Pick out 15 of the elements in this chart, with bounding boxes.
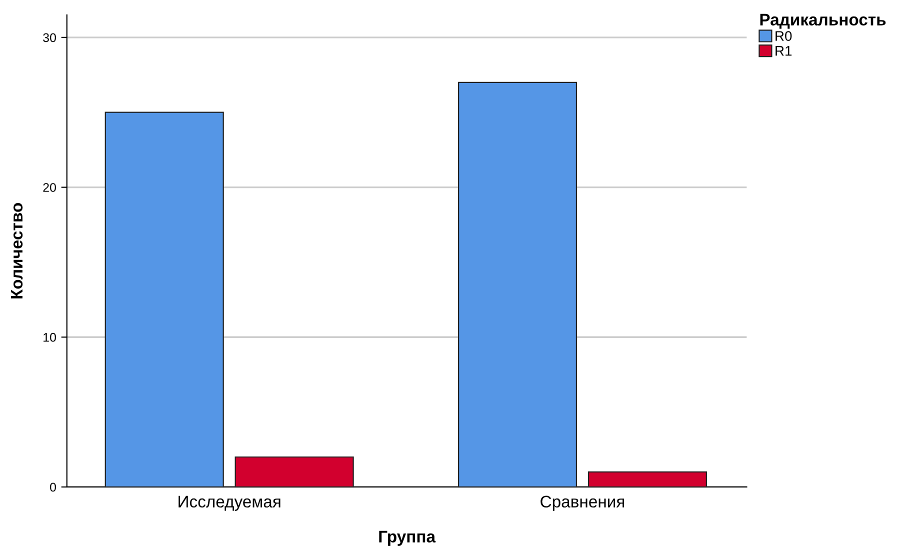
x-axis-title: Группа bbox=[379, 530, 436, 546]
bar bbox=[234, 456, 354, 487]
y-tick-label: 30 bbox=[43, 33, 56, 42]
bar bbox=[458, 82, 578, 487]
x-tick-label: Исследуемая bbox=[178, 496, 280, 511]
legend-title: Радикальность bbox=[760, 14, 886, 29]
y-tick-label: 20 bbox=[43, 183, 56, 192]
bar bbox=[588, 471, 707, 487]
x-tick-label: Сравнения bbox=[540, 496, 624, 511]
bar bbox=[104, 112, 224, 487]
y-tick-label: 10 bbox=[44, 332, 56, 342]
legend-label: R0 bbox=[776, 31, 792, 41]
legend-label: R1 bbox=[776, 46, 792, 56]
y-axis-title: Количество bbox=[10, 203, 23, 298]
y-tick-label: 0 bbox=[50, 482, 56, 492]
